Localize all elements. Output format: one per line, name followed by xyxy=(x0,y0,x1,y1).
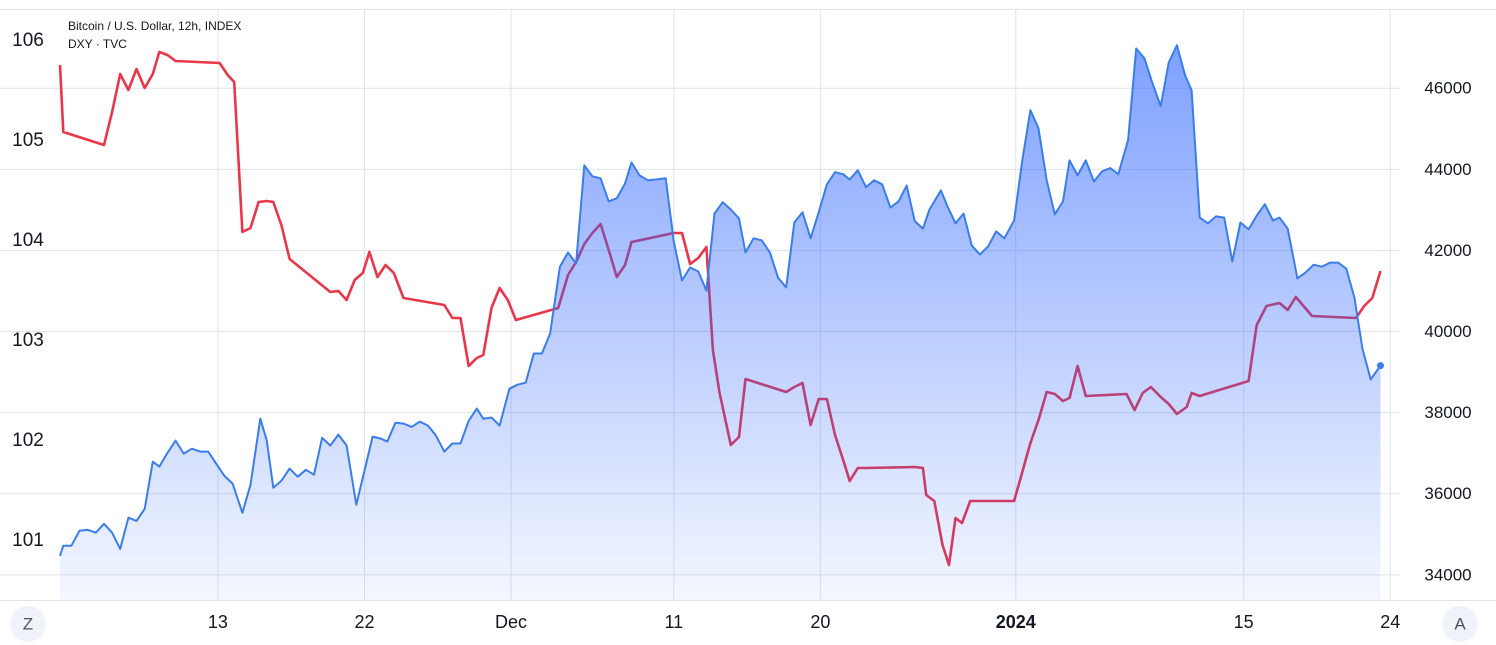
legend-entry: DXY · TVC xyxy=(68,37,127,51)
scale-button[interactable]: Z xyxy=(10,606,46,642)
x-tick-label: 15 xyxy=(1234,612,1254,632)
y2-tick-label: 36000 xyxy=(1424,484,1471,503)
area xyxy=(60,45,1381,601)
axes: 13 22 Dec 11 20 2024 15 24 34000 36000 38000 40000 4… xyxy=(12,30,1471,632)
y2-tick-label: 38000 xyxy=(1424,403,1471,422)
button-label[interactable]: Z xyxy=(23,614,33,633)
y-tick-label: 105 xyxy=(12,130,44,151)
y2-tick-label: 46000 xyxy=(1424,79,1471,98)
button-label[interactable]: A xyxy=(1454,614,1466,633)
y2-tick-label: 34000 xyxy=(1424,565,1471,584)
plot xyxy=(58,44,1384,601)
y2-tick-label: 40000 xyxy=(1424,322,1471,341)
x-tick-label: 11 xyxy=(664,612,683,632)
button-bg[interactable] xyxy=(10,606,46,642)
x-tick-label: 20 xyxy=(810,612,830,632)
x-tick-label: 24 xyxy=(1380,612,1400,632)
line xyxy=(59,44,1382,557)
last-point xyxy=(1376,362,1384,370)
y-tick-label: 103 xyxy=(12,330,44,351)
x-tick-label: Dec xyxy=(495,612,527,632)
x-tick-label: 22 xyxy=(354,612,374,632)
y-tick-label: 106 xyxy=(12,30,44,51)
scale-button[interactable]: A xyxy=(1442,606,1478,642)
y-tick-label: 101 xyxy=(12,530,44,551)
button-bg[interactable] xyxy=(1442,606,1478,642)
x-tick-label: 2024 xyxy=(996,612,1036,632)
x-tick-label: 13 xyxy=(208,612,228,632)
y-tick-label: 104 xyxy=(12,230,44,251)
y2-tick-label: 44000 xyxy=(1424,160,1471,179)
y-tick-label: 102 xyxy=(12,430,44,451)
y2-tick-label: 42000 xyxy=(1424,241,1471,260)
legend-entry: Bitcoin / U.S. Dollar, 12h, INDEX xyxy=(68,19,241,33)
